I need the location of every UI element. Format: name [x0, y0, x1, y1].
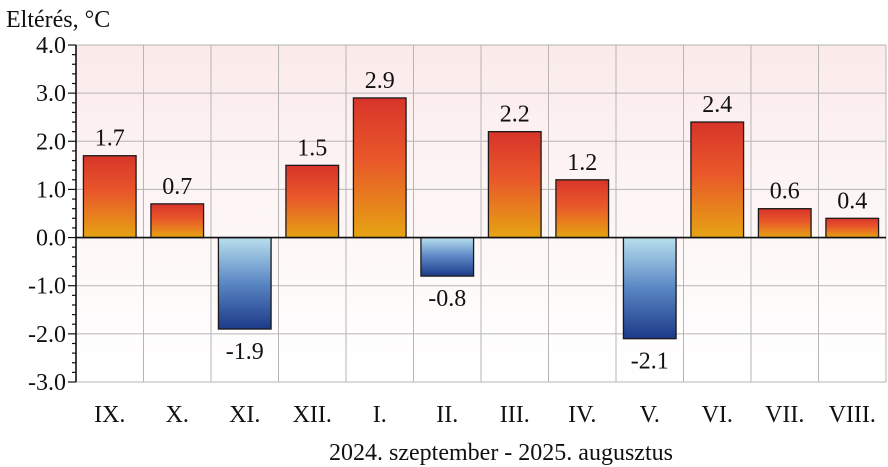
bar-iii	[487, 131, 542, 239]
x-tick-label: IX.	[94, 402, 125, 428]
x-tick-label: XI.	[229, 402, 260, 428]
grid-lines	[76, 44, 887, 383]
x-tick-label: I.	[373, 402, 387, 428]
data-label: -1.9	[226, 339, 264, 365]
y-axis-ticks: 4.0 3.0 2.0 1.0 0.0 -1.0 -2.0 -3.0	[28, 33, 77, 396]
y-tick-label: 0.0	[36, 226, 66, 252]
data-label: 0.7	[162, 174, 192, 200]
data-label: 0.6	[770, 179, 800, 205]
data-label: -0.8	[428, 286, 466, 312]
data-label: 1.2	[567, 150, 597, 176]
x-tick-label: XII.	[293, 402, 332, 428]
bar-vi	[690, 121, 745, 239]
y-tick-label: 2.0	[36, 129, 66, 155]
x-tick-label: III.	[500, 402, 530, 428]
x-tick-label: VIII.	[829, 402, 876, 428]
x-axis-labels: IX. X. XI. XII. I. II. III. IV. V. VI. VII. VIII.	[94, 402, 876, 428]
x-tick-label: IV.	[568, 402, 596, 428]
y-tick-label: -1.0	[28, 274, 66, 300]
y-tick-label: -2.0	[28, 322, 66, 348]
bar-ii	[420, 236, 475, 277]
bar-iv	[555, 179, 610, 239]
x-tick-label: VI.	[702, 402, 733, 428]
data-label: 2.2	[500, 102, 530, 128]
bar-v	[622, 236, 677, 340]
x-tick-label: II.	[436, 402, 458, 428]
x-tick-label: X.	[166, 402, 189, 428]
y-tick-label: 4.0	[36, 33, 66, 59]
x-tick-label: V.	[640, 402, 660, 428]
x-tick-label: VII.	[765, 402, 804, 428]
bar-xi	[217, 236, 272, 330]
bar-viii	[825, 217, 880, 239]
bar-x	[150, 203, 205, 239]
y-tick-label: -3.0	[28, 370, 66, 396]
bar-xii	[285, 164, 340, 239]
x-axis-title: 2024. szeptember - 2025. augusztus	[329, 440, 673, 466]
y-tick-label: 3.0	[36, 81, 66, 107]
data-label: -2.1	[631, 349, 669, 375]
data-labels: 1.7 0.7 -1.9 1.5 2.9 -0.8 2.2 1.2 -2.1 2.4 0.6 0.4	[95, 68, 868, 375]
y-axis-title: Eltérés, °C	[6, 7, 110, 33]
bar-vii	[757, 208, 812, 239]
data-label: 2.9	[365, 68, 395, 94]
data-label: 0.4	[837, 188, 867, 214]
data-label: 1.7	[95, 126, 125, 152]
data-label: 2.4	[702, 92, 732, 118]
bar-i	[352, 97, 407, 239]
bar-ix	[82, 155, 137, 239]
y-tick-label: 1.0	[36, 177, 66, 203]
data-label: 1.5	[297, 135, 327, 161]
